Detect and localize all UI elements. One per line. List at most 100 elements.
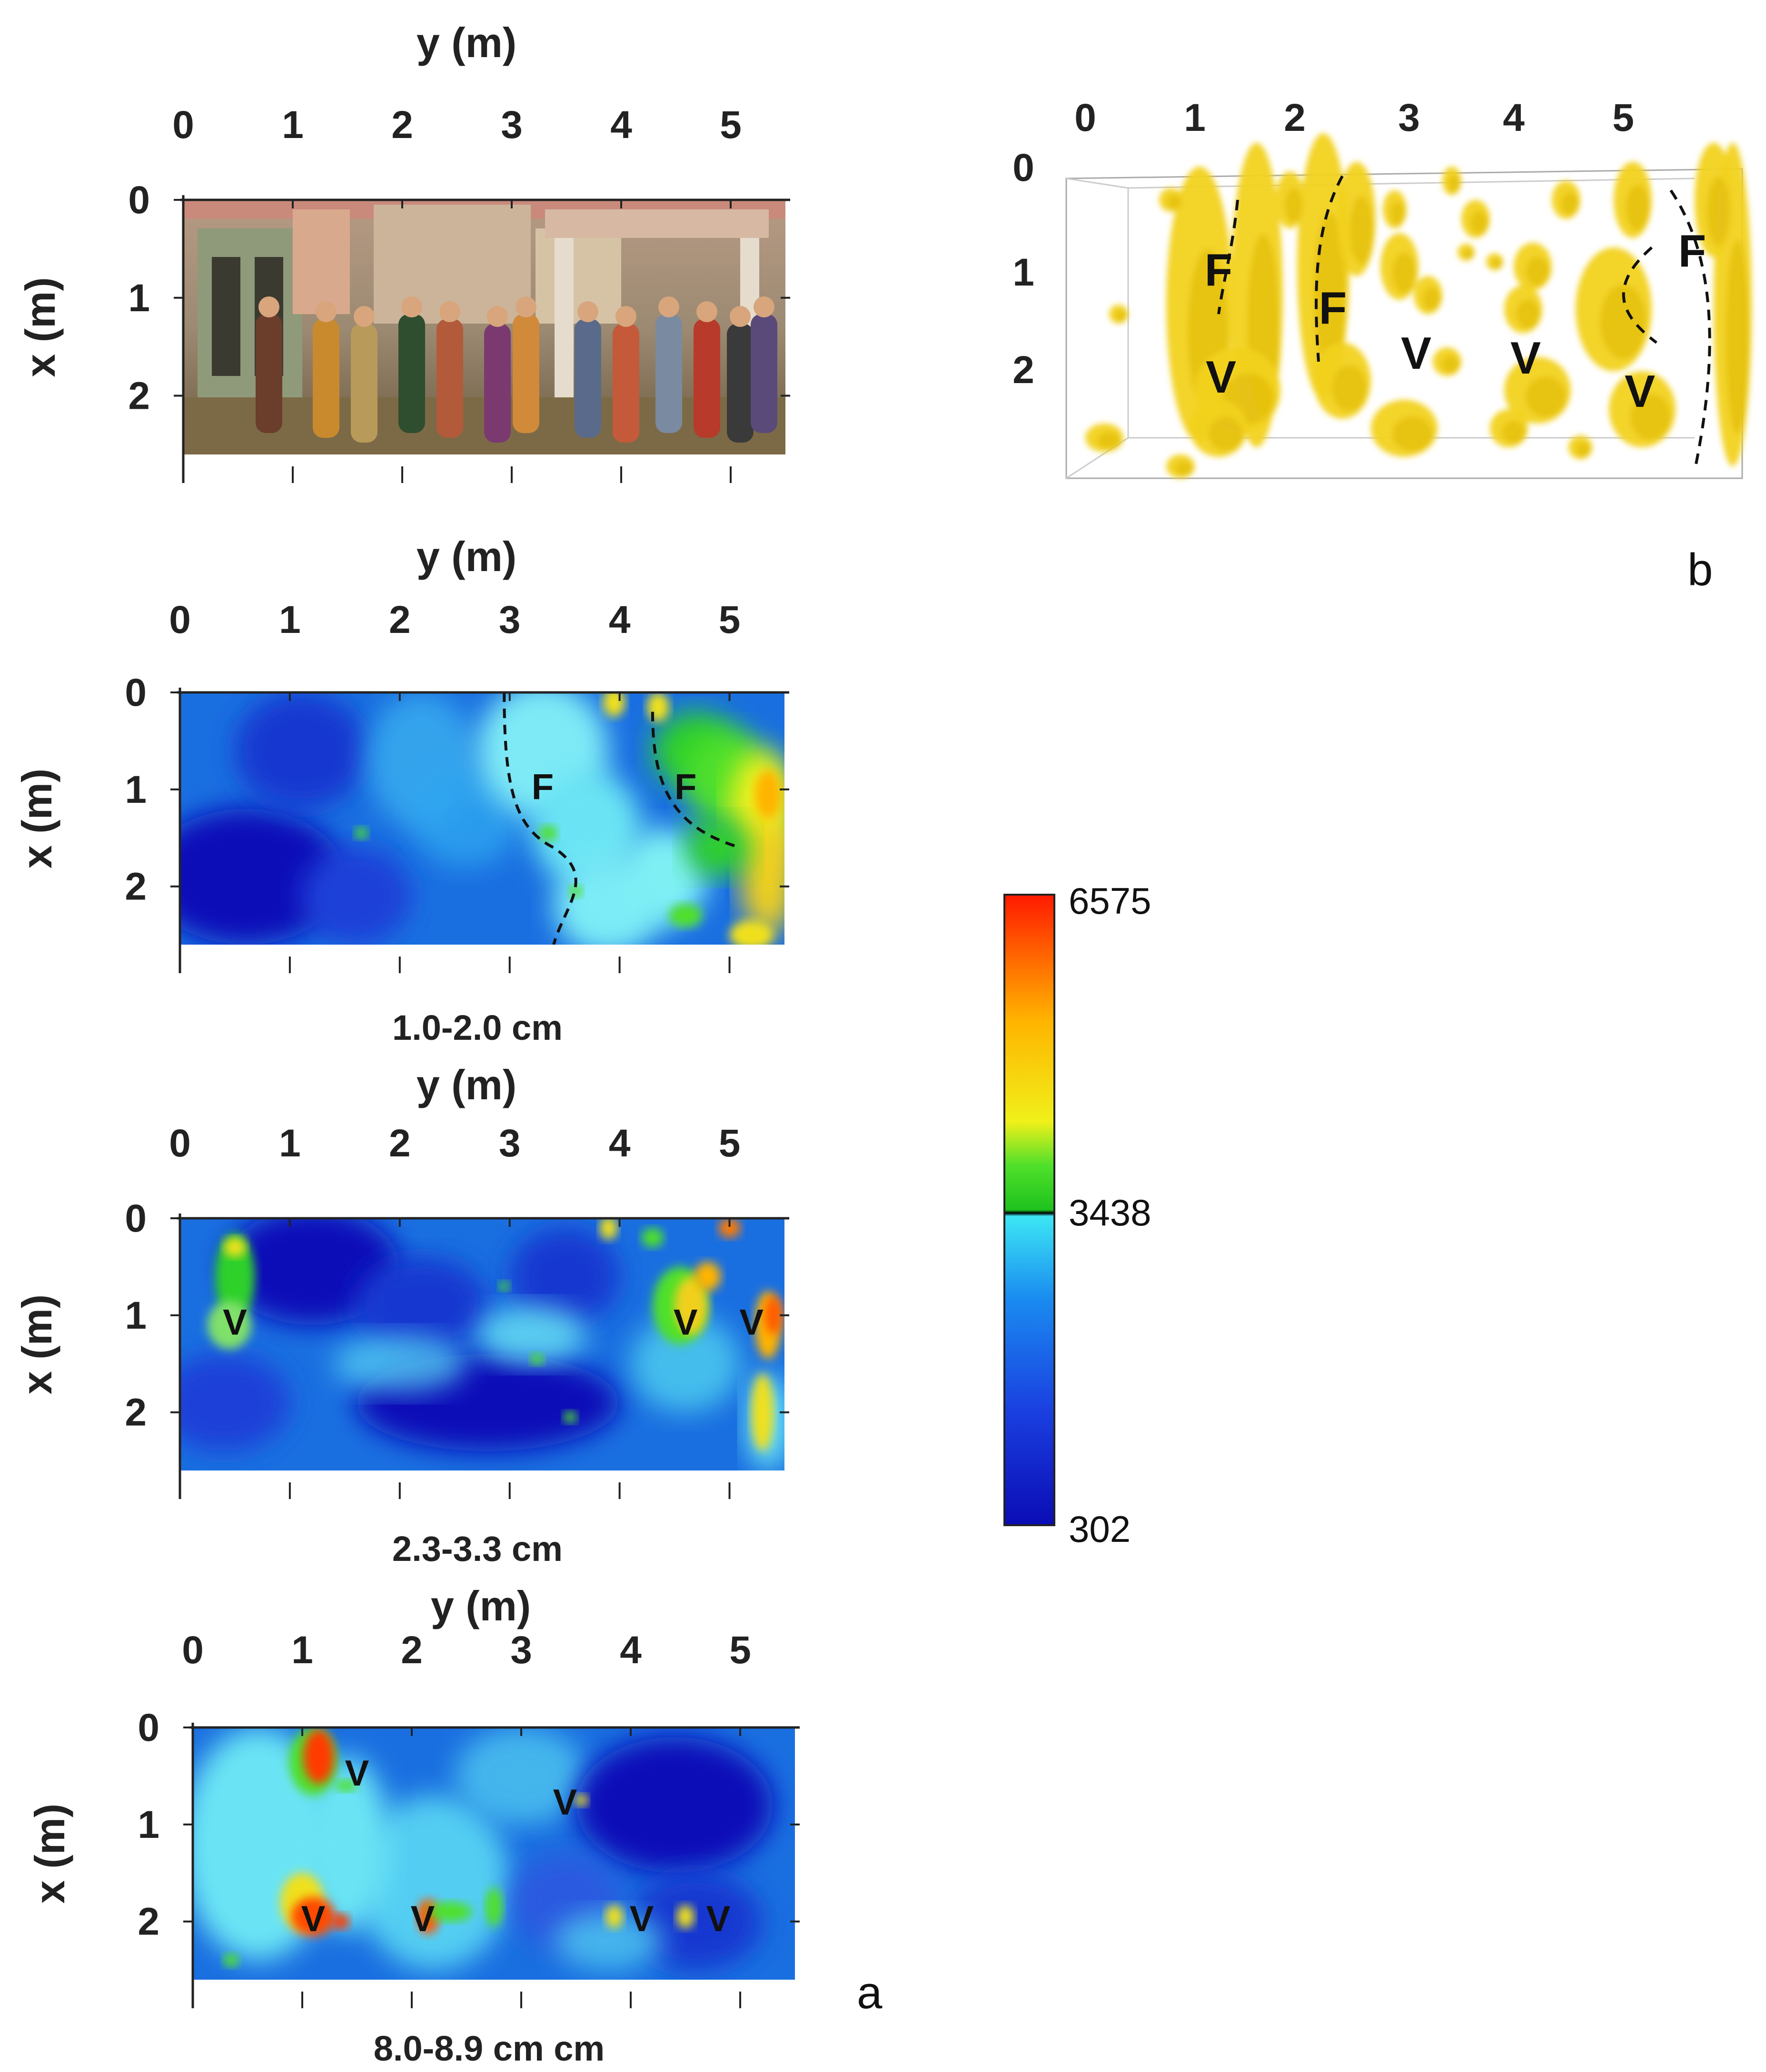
annotation-v: V: [630, 1899, 654, 1939]
fresco-figure: [437, 319, 463, 438]
x-tick-label: 1: [279, 1122, 301, 1165]
isosurface-blob-shade: [1423, 287, 1440, 310]
x-tick-label: 4: [610, 103, 632, 147]
panel-a4-content: [193, 1727, 795, 1980]
isosurface-blob-shade: [1561, 192, 1578, 215]
x-tick-label: 4: [609, 598, 631, 641]
y-tick-label: 1: [125, 768, 147, 811]
isosurface-blob-shade: [1517, 300, 1539, 328]
annotation-v: V: [706, 1899, 731, 1939]
b-y-tick-label: 0: [1012, 146, 1034, 189]
colorbar-gradient: [1003, 894, 1055, 1526]
colorbar-min: 302: [1069, 1508, 1131, 1550]
y-axis-label: x (m): [13, 769, 60, 868]
isosurface-blob-shade: [1350, 196, 1373, 265]
isosurface-blob-shade: [1502, 421, 1525, 444]
y-tick-label: 1: [128, 276, 150, 320]
fresco-figure-head: [258, 296, 279, 317]
fresco-figure-head: [439, 301, 460, 322]
x-tick-label: 4: [609, 1122, 631, 1165]
b-y-tick-label: 2: [1012, 348, 1034, 392]
x-axis-label: y (m): [431, 1582, 531, 1629]
isosurface-blob-shade: [1209, 417, 1243, 451]
fresco-figure-head: [577, 301, 598, 322]
isosurface-blob-shade: [1491, 258, 1502, 269]
annotation-f: F: [675, 767, 696, 807]
b-y-tick-label: 1: [1012, 251, 1034, 294]
x-tick-label: 1: [282, 103, 304, 147]
isosurface-blob-shade: [1393, 253, 1416, 293]
fresco-figure: [313, 319, 339, 438]
fresco-figure-head: [401, 296, 422, 317]
annotation-v: V: [223, 1302, 247, 1342]
x-tick-label: 2: [389, 1122, 411, 1165]
x-tick-label: 0: [182, 1628, 204, 1672]
heatmap-field: [180, 1218, 784, 1470]
y-tick-label: 0: [125, 671, 147, 714]
isosurface-blob-shade: [1175, 462, 1193, 476]
isosurface-blob-shade: [1600, 285, 1646, 359]
boundary-dashed-line: [503, 692, 577, 945]
fresco-figure-head: [696, 301, 717, 322]
fresco-portico-roof: [545, 209, 769, 238]
y-tick-label: 2: [138, 1900, 159, 1944]
b-x-tick-label: 0: [1074, 96, 1096, 139]
x-tick-label: 5: [719, 598, 741, 641]
isosurface-blob-shade: [1449, 175, 1460, 192]
x-axis-label: y (m): [417, 1061, 516, 1108]
x-tick-label: 5: [719, 1122, 741, 1165]
y-tick-label: 2: [125, 1391, 147, 1434]
x-tick-label: 0: [169, 598, 191, 641]
x-tick-label: 5: [720, 103, 742, 147]
depth-caption: 2.3-3.3 cm: [392, 1529, 563, 1569]
x-axis-label: y (m): [417, 19, 516, 66]
y-tick-label: 2: [128, 375, 150, 418]
b-annotation-v: V: [1510, 333, 1541, 384]
x-tick-label: 0: [172, 103, 194, 147]
y-tick-label: 0: [125, 1197, 147, 1240]
y-tick-label: 1: [138, 1803, 159, 1846]
y-tick-label: 2: [125, 865, 147, 908]
panel-label-b: b: [1687, 544, 1713, 595]
x-tick-label: 1: [291, 1628, 313, 1672]
x-tick-label: 2: [391, 103, 413, 147]
panel-a3-content: [180, 1218, 784, 1470]
colorbar-mid: 3438: [1069, 1192, 1151, 1233]
annotation-v: V: [553, 1782, 577, 1823]
depth-caption: 1.0-2.0 cm: [392, 1008, 563, 1047]
panel-b-isosurface: 0 1 2 3 4 5 0 1 2 F F F V V V V: [1012, 96, 1752, 479]
b-x-tick-label: 2: [1284, 96, 1306, 139]
boundary-dashed-line: [651, 711, 741, 849]
x-tick-label: 3: [510, 1628, 532, 1672]
heatmap-field: [180, 692, 784, 945]
fresco-figure: [655, 314, 682, 433]
isosurface-blob-shade: [1470, 211, 1488, 234]
isosurface-blob-shade: [1463, 248, 1474, 259]
fresco-figure: [256, 314, 282, 433]
x-tick-label: 3: [499, 598, 521, 641]
isosurface-blob-shade: [1392, 417, 1433, 451]
fresco-door: [212, 257, 240, 376]
heatmap-field: [193, 1727, 773, 1970]
isosurface-blob-shade: [1526, 377, 1566, 417]
panel-a1-content: [183, 200, 785, 454]
x-axis-label: y (m): [417, 533, 516, 580]
b-annotation-v: V: [1625, 366, 1655, 417]
isosurface-blob-shade: [1442, 356, 1459, 373]
isosurface-blob-shade: [1285, 188, 1302, 223]
x-tick-label: 3: [501, 103, 523, 147]
y-axis-label: x (m): [17, 277, 64, 377]
isosurface-blob-shade: [1098, 432, 1121, 449]
fresco-figure: [613, 324, 639, 443]
annotation-v: V: [345, 1753, 369, 1794]
depth-caption: 8.0-8.9 cm cm: [374, 2029, 605, 2068]
fresco-figure: [727, 324, 754, 443]
fresco-figure-head: [316, 301, 337, 322]
fresco-figure-head: [516, 296, 536, 317]
b-annotation-v: V: [1206, 352, 1236, 403]
isosurface-blob-shade: [1576, 443, 1591, 457]
